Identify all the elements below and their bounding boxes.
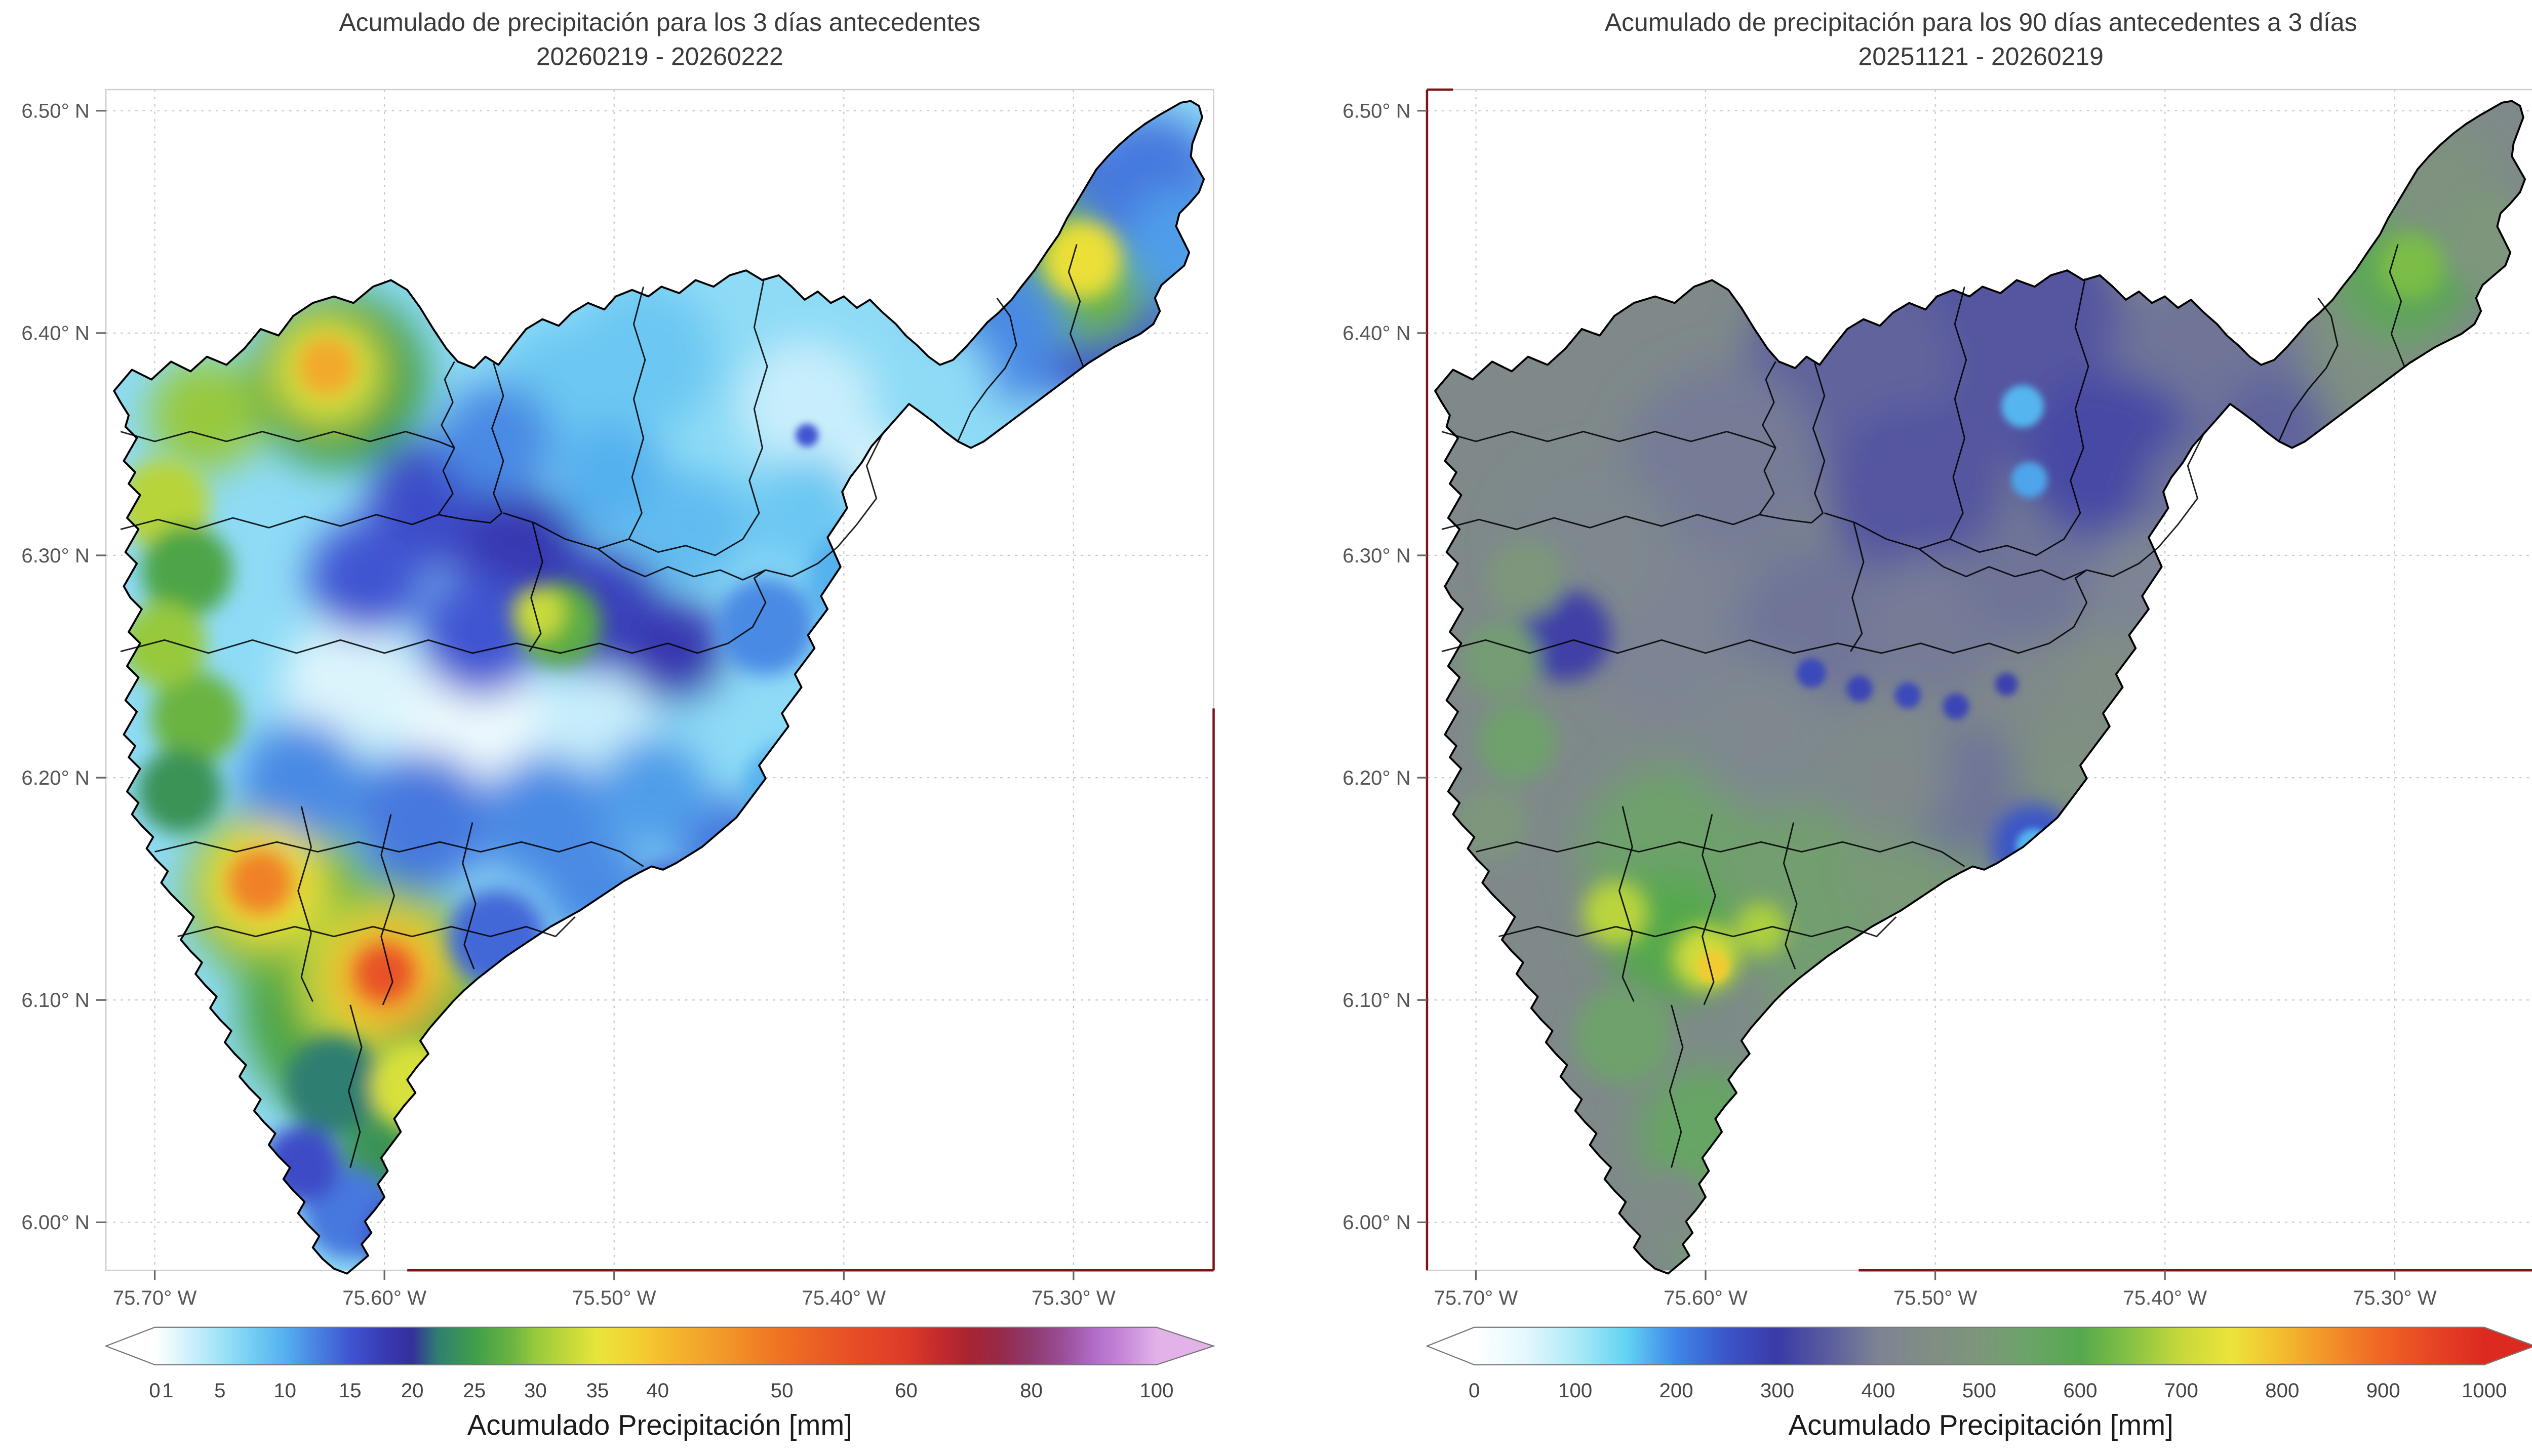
x-tick-label: 75.30° W [2353, 1286, 2437, 1309]
municipality-borders [120, 244, 1084, 1168]
colorbar [1425, 1326, 2532, 1365]
colorbar-tick-label: 600 [2063, 1379, 2097, 1402]
colorbar [104, 1326, 1216, 1365]
right-colorbar-label: Acumulado Precipitación [mm] [1789, 1409, 2173, 1441]
y-tick-label: 6.20° N [1342, 766, 1411, 789]
colorbar-tick-label: 40 [646, 1379, 669, 1402]
colorbar-tick-label: 700 [2164, 1379, 2198, 1402]
left-colorbar-label: Acumulado Precipitación [mm] [467, 1409, 852, 1441]
y-tick-label: 6.00° N [1342, 1211, 1411, 1234]
x-tick-label: 75.70° W [113, 1286, 197, 1309]
colorbar-tick-label: 15 [339, 1379, 362, 1402]
right-colorbar-group: 0 100 200 300 400 500 600 700 800 900 1000 [1425, 1326, 2532, 1402]
left-map-title: Acumulado de precipitación para los 3 dí… [339, 8, 980, 36]
right-map-subtitle: 20251121 - 20260219 [1858, 43, 2104, 71]
colorbar-tick-label: 50 [771, 1379, 794, 1402]
right-map-title: Acumulado de precipitación para los 90 d… [1605, 8, 2357, 36]
colorbar-tick-label: 20 [401, 1379, 424, 1402]
y-tick-label: 6.10° N [1342, 989, 1411, 1012]
y-tick-label: 6.10° N [21, 989, 90, 1012]
y-tick-label: 6.50° N [1342, 100, 1411, 123]
y-tick-label: 6.00° N [21, 1211, 90, 1234]
x-tick-label: 75.60° W [1664, 1286, 1748, 1309]
left-colorbar-group: 0 1 5 10 15 20 25 30 35 40 50 60 80 100 [104, 1326, 1216, 1402]
colorbar-tick-label: 25 [463, 1379, 486, 1402]
y-tick-label: 6.30° N [21, 544, 90, 567]
colorbar-tick-label: 30 [524, 1379, 547, 1402]
left-map-plot: 75.70° W 75.60° W 75.50° W 75.40° W 75.30° W… [21, 89, 1215, 1309]
colorbar-tick-label: 100 [1558, 1379, 1592, 1402]
municipality-borders [1441, 244, 2405, 1168]
colorbar-tick-label: 0 [149, 1379, 160, 1402]
axis-ticks: 75.70° W 75.60° W 75.50° W 75.40° W 75.30° W… [21, 100, 1115, 1309]
x-tick-label: 75.60° W [342, 1286, 426, 1309]
department-border [1426, 88, 2532, 1272]
colorbar-tick-label: 60 [895, 1379, 918, 1402]
colorbar-tick-label: 80 [1020, 1379, 1043, 1402]
watershed-outline [1434, 100, 2526, 1275]
colorbar-tick-label: 0 [1469, 1379, 1480, 1402]
colorbar-tick-label: 200 [1659, 1379, 1693, 1402]
x-tick-label: 75.40° W [2123, 1286, 2207, 1309]
x-tick-label: 75.30° W [1032, 1286, 1116, 1309]
y-tick-label: 6.40° N [21, 322, 90, 345]
right-map-plot: 75.70° W 75.60° W 75.50° W 75.40° W 75.30° W… [1342, 88, 2532, 1309]
colorbar-tick-label: 35 [586, 1379, 609, 1402]
y-tick-label: 6.30° N [1342, 544, 1411, 567]
axis-ticks: 75.70° W 75.60° W 75.50° W 75.40° W 75.30° W… [1342, 100, 2436, 1309]
left-map-subtitle: 20260219 - 20260222 [536, 43, 783, 71]
x-tick-label: 75.40° W [802, 1286, 886, 1309]
colorbar-tick-label: 1000 [2462, 1379, 2507, 1402]
colorbar-tick-label: 5 [214, 1379, 225, 1402]
colorbar-tick-label: 1 [162, 1379, 173, 1402]
x-tick-label: 75.50° W [1893, 1286, 1977, 1309]
colorbar-tick-label: 500 [1962, 1379, 1996, 1402]
colorbar-tick-label: 100 [1139, 1379, 1173, 1402]
colorbar-tick-label: 800 [2265, 1379, 2299, 1402]
watershed-outline [113, 100, 1205, 1275]
colorbar-tick-label: 10 [273, 1379, 296, 1402]
department-border [407, 708, 1215, 1272]
x-tick-label: 75.50° W [572, 1286, 656, 1309]
x-tick-label: 75.70° W [1434, 1286, 1518, 1309]
colorbar-tick-label: 400 [1861, 1379, 1895, 1402]
colorbar-tick-label: 300 [1760, 1379, 1794, 1402]
y-tick-label: 6.50° N [21, 100, 90, 123]
colorbar-tick-label: 900 [2366, 1379, 2400, 1402]
y-tick-label: 6.40° N [1342, 322, 1411, 345]
y-tick-label: 6.20° N [21, 766, 90, 789]
